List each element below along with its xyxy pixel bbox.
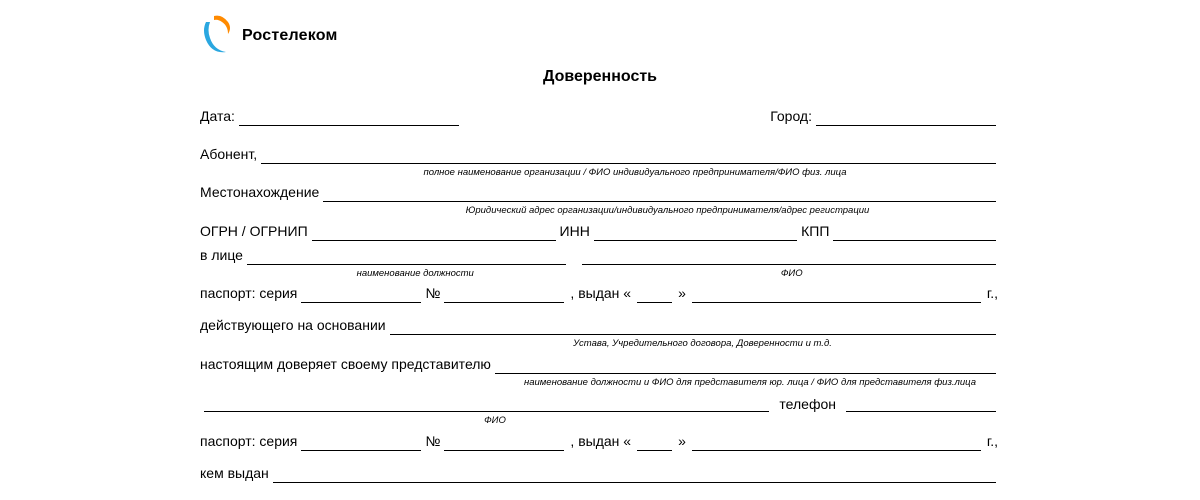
passport-no-blank-1 <box>444 285 564 303</box>
subscriber-blank <box>261 146 996 164</box>
inn-label: ИНН <box>560 223 590 241</box>
passport-no-label-1: № <box>425 285 440 303</box>
passport-no-blank-2 <box>444 433 564 451</box>
rep-fio-hint: ФИО <box>200 416 790 426</box>
row-represented-by: в лице <box>200 247 1000 265</box>
entrusts-blank <box>495 356 996 374</box>
issued-by-blank <box>273 465 996 483</box>
date-label: Дата: <box>200 108 235 126</box>
rostelecom-logo-icon <box>200 14 234 58</box>
represented-by-label: в лице <box>200 247 243 265</box>
passport-series-blank-1 <box>301 285 421 303</box>
issued-year-2: г., <box>985 433 1000 451</box>
acting-on-blank <box>390 317 996 335</box>
position-hint: наименование должности <box>255 269 575 279</box>
row-date-city: Дата: Город: <box>200 108 1000 126</box>
ogrn-label: ОГРН / ОГРНИП <box>200 223 308 241</box>
hint-acting-on: Устава, Учредительного договора, Доверен… <box>200 339 1000 349</box>
issued-open-1: , выдан « <box>568 285 633 303</box>
document-title: Доверенность <box>200 68 1000 86</box>
passport-series-label-2: паспорт: серия <box>200 433 297 451</box>
acting-on-label: действующего на основании <box>200 317 386 335</box>
issued-day-blank-2 <box>637 433 672 451</box>
issued-day-blank-1 <box>637 285 672 303</box>
hint-location: Юридический адрес организации/индивидуал… <box>200 206 1000 216</box>
passport-series-label-1: паспорт: серия <box>200 285 297 303</box>
fio-blank <box>582 247 996 265</box>
row-location: Местонахождение <box>200 184 1000 202</box>
fio-hint: ФИО <box>583 269 1000 279</box>
issued-year-1: г., <box>985 285 1000 303</box>
document-page: Ростелеком Доверенность Дата: Город: Або… <box>200 0 1000 483</box>
location-hint: Юридический адрес организации/индивидуал… <box>335 206 1000 216</box>
hint-represented-by: наименование должности ФИО <box>200 269 1000 279</box>
issued-by-label: кем выдан <box>200 465 269 483</box>
hint-fio-phone: ФИО <box>200 416 1000 426</box>
logo-text: Ростелеком <box>242 27 338 45</box>
location-label: Местонахождение <box>200 184 319 202</box>
entrusts-label: настоящим доверяет своему представителю <box>200 356 491 374</box>
row-fio-phone: телефон <box>200 394 1000 412</box>
row-acting-on: действующего на основании <box>200 317 1000 335</box>
phone-label: телефон <box>773 396 842 412</box>
row-subscriber: Абонент, <box>200 146 1000 164</box>
ogrn-blank <box>312 223 556 241</box>
subscriber-hint: полное наименование организации / ФИО ин… <box>270 168 1000 178</box>
row-ogrn-inn-kpp: ОГРН / ОГРНИП ИНН КПП <box>200 223 1000 241</box>
issued-month-blank-1 <box>692 285 981 303</box>
rep-fio-blank <box>204 394 769 412</box>
kpp-label: КПП <box>801 223 829 241</box>
subscriber-label: Абонент, <box>200 146 257 164</box>
hint-entrusts: наименование должности и ФИО для предста… <box>200 378 1000 388</box>
passport-series-blank-2 <box>301 433 421 451</box>
representative-hint: наименование должности и ФИО для предста… <box>500 378 1000 388</box>
date-blank <box>239 108 459 126</box>
row-passport-1: паспорт: серия № , выдан « » г., <box>200 285 1000 303</box>
position-blank <box>247 247 566 265</box>
city-label: Город: <box>770 108 812 126</box>
passport-no-label-2: № <box>425 433 440 451</box>
location-blank <box>323 184 996 202</box>
kpp-blank <box>833 223 996 241</box>
issued-month-blank-2 <box>692 433 981 451</box>
basis-hint: Устава, Учредительного договора, Доверен… <box>405 339 1000 349</box>
row-entrusts: настоящим доверяет своему представителю <box>200 356 1000 374</box>
row-issued-by: кем выдан <box>200 465 1000 483</box>
issued-open-2: , выдан « <box>568 433 633 451</box>
row-passport-2: паспорт: серия № , выдан « » г., <box>200 433 1000 451</box>
logo: Ростелеком <box>200 14 1000 58</box>
issued-mid-1: » <box>676 285 688 303</box>
issued-mid-2: » <box>676 433 688 451</box>
inn-blank <box>594 223 797 241</box>
city-blank <box>816 108 996 126</box>
hint-subscriber: полное наименование организации / ФИО ин… <box>200 168 1000 178</box>
phone-blank <box>846 394 996 412</box>
